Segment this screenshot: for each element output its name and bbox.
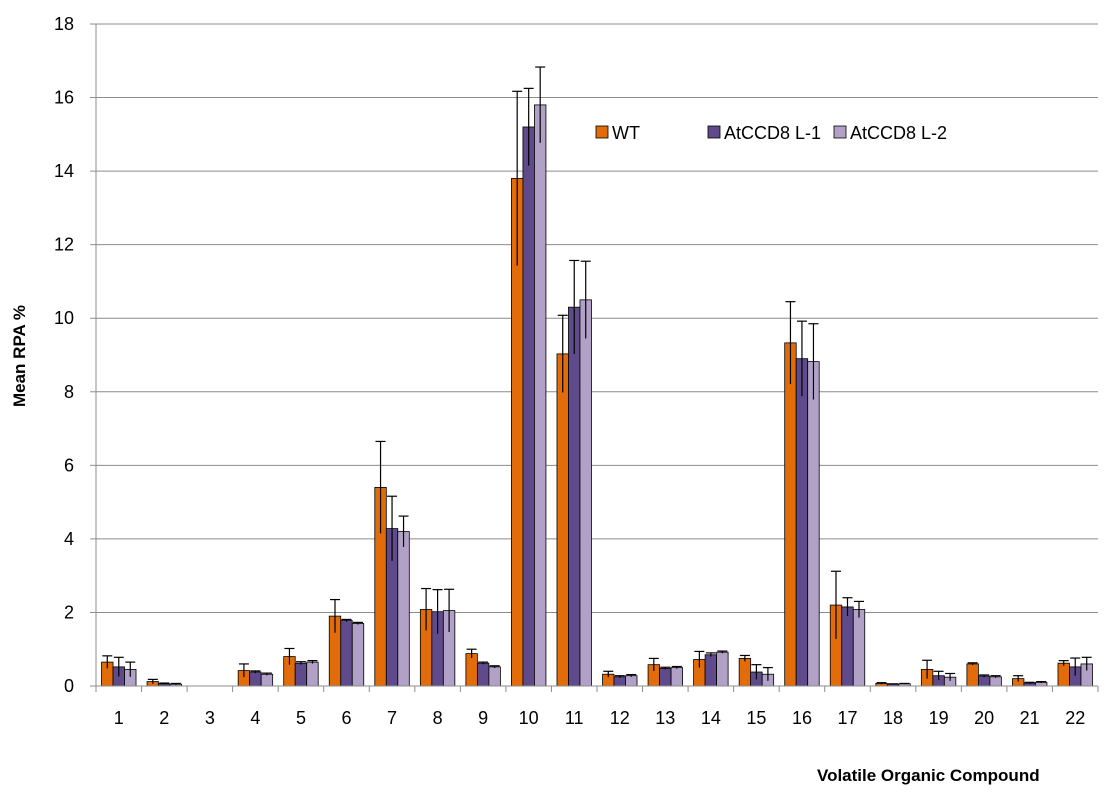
bar-atccd8-l-2-7	[397, 531, 410, 687]
bar-atccd8-l-2-5	[306, 661, 319, 687]
y-tick-label: 12	[54, 235, 74, 255]
y-tick-label: 18	[54, 14, 74, 34]
y-axis-title: Mean RPA %	[10, 305, 29, 407]
y-tick-labels: 0 2 4 6 8 10 12 14 16 18	[54, 14, 74, 696]
x-tick-label: 8	[433, 708, 443, 728]
bar-atccd8-l-1-14	[704, 654, 718, 687]
y-tick-label: 6	[64, 455, 74, 475]
bar-atccd8-l-2-20	[989, 676, 1002, 687]
bar-atccd8-l-1-12	[613, 676, 626, 687]
y-tick-label: 2	[64, 602, 74, 622]
x-tick-label: 4	[250, 708, 260, 728]
x-tick-label: 13	[655, 708, 675, 728]
bar-atccd8-l-2-12	[625, 675, 638, 687]
y-tick-label: 4	[64, 529, 74, 549]
bar-atccd8-l-2-9	[488, 666, 501, 687]
x-tick-label: 22	[1065, 708, 1085, 728]
y-tick-label: 16	[54, 88, 74, 108]
bar-atccd8-l-2-11	[579, 299, 592, 687]
bar-atccd8-l-2-17	[852, 609, 866, 687]
bar-atccd8-l-1-4	[249, 671, 262, 687]
axes	[95, 24, 1098, 687]
x-tick-label: 12	[610, 708, 630, 728]
bar-wt-16	[784, 342, 797, 687]
x-tick-label: 3	[205, 708, 215, 728]
bar-atccd8-l-1-13	[659, 667, 672, 687]
bar-atccd8-l-1-20	[977, 675, 991, 687]
bar-wt-15	[738, 658, 752, 687]
bar-wt-20	[966, 663, 979, 687]
legend-label: AtCCD8 L-2	[850, 123, 947, 143]
legend-label: WT	[612, 123, 640, 143]
error-bars	[102, 66, 1092, 685]
legend-swatch	[707, 125, 721, 139]
bar-wt-9	[465, 653, 478, 687]
gridlines	[90, 23, 1098, 687]
x-tick-label: 20	[974, 708, 994, 728]
x-tick-label: 6	[341, 708, 351, 728]
x-tick-label: 7	[387, 708, 397, 728]
bar-atccd8-l-1-5	[294, 662, 308, 687]
bar-atccd8-l-1-17	[841, 606, 854, 687]
bar-atccd8-l-2-16	[807, 361, 820, 687]
bar-series	[101, 104, 1093, 687]
bar-atccd8-l-2-14	[716, 651, 729, 687]
x-tick-label: 11	[565, 708, 584, 728]
x-tick-label: 14	[701, 708, 721, 728]
x-tick-label: 15	[746, 708, 766, 728]
bar-atccd8-l-1-6	[340, 620, 353, 687]
legend-swatch	[833, 125, 847, 139]
x-tick-label: 2	[159, 708, 169, 728]
y-tick-label: 14	[54, 161, 74, 181]
bar-atccd8-l-1-9	[476, 662, 490, 687]
x-tick-label: 10	[519, 708, 539, 728]
x-axis-title: Volatile Organic Compound	[817, 766, 1040, 785]
x-tick-label: 9	[478, 708, 488, 728]
x-tick-label: 16	[792, 708, 812, 728]
bar-atccd8-l-1-10	[522, 126, 535, 687]
bar-wt-11	[556, 353, 569, 687]
x-tick-labels: 1 2 3 4 5 6 7 8 9 10 11 12 13 14 15 16 17 18 19 20 21 22	[95, 686, 1099, 728]
bar-atccd8-l-1-11	[568, 306, 581, 687]
bar-wt-22	[1057, 662, 1070, 687]
x-tick-label: 18	[883, 708, 903, 728]
bar-atccd8-l-2-13	[670, 667, 683, 687]
x-tick-label: 21	[1020, 708, 1040, 728]
y-tick-label: 0	[64, 676, 74, 696]
legend-swatch	[595, 125, 609, 139]
bar-atccd8-l-2-4	[260, 673, 274, 687]
x-tick-label: 1	[114, 708, 124, 728]
legend-label: AtCCD8 L-1	[724, 123, 821, 143]
bar-atccd8-l-2-10	[534, 104, 547, 687]
y-tick-label: 8	[64, 382, 74, 402]
bar-atccd8-l-2-6	[351, 623, 365, 687]
x-tick-label: 17	[837, 708, 857, 728]
x-tick-label: 5	[296, 708, 306, 728]
y-tick-label: 10	[54, 308, 74, 328]
x-tick-label: 19	[929, 708, 949, 728]
legend: WT AtCCD8 L-1 AtCCD8 L-2	[595, 123, 947, 143]
bar-atccd8-l-1-16	[795, 358, 809, 687]
